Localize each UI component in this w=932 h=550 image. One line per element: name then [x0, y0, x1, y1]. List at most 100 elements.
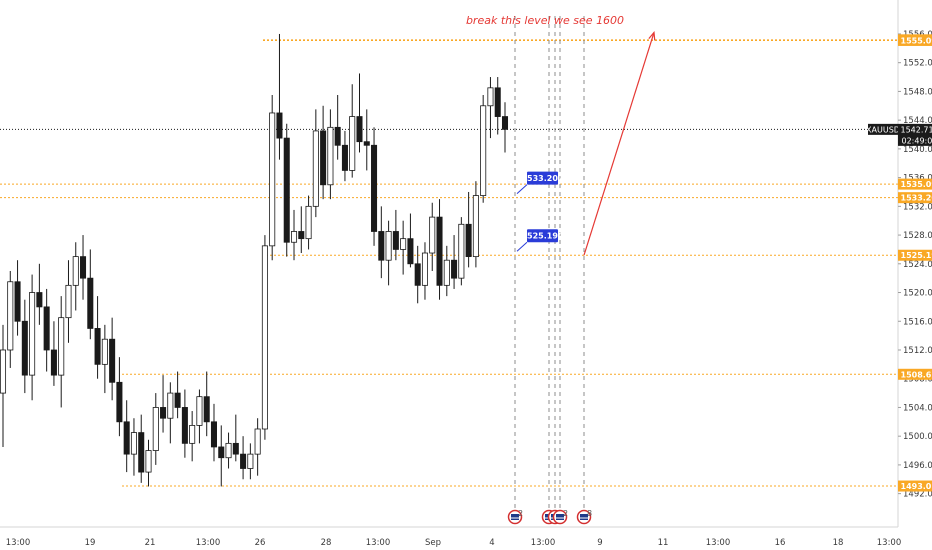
price-tick-label: 1516.000 [903, 317, 932, 327]
candle [501, 102, 509, 153]
candle [101, 324, 108, 394]
candles [0, 33, 509, 487]
candle-body [189, 425, 196, 444]
candle [189, 411, 196, 462]
candle-body [43, 306, 50, 351]
candle-body [0, 349, 7, 394]
candle [94, 296, 101, 379]
candle-body [298, 231, 305, 240]
candle-body [94, 328, 101, 365]
candle-body [421, 252, 428, 286]
candle [21, 299, 28, 394]
candle-body [29, 292, 36, 376]
candle-body [494, 87, 501, 117]
candle [298, 206, 305, 254]
candle [254, 418, 261, 476]
candle [400, 220, 407, 275]
candle [378, 206, 385, 279]
candle [130, 418, 137, 476]
candle-body [196, 396, 203, 426]
candle-body [87, 277, 94, 329]
candle-body [320, 130, 327, 186]
candle-body [167, 392, 174, 419]
callout-label: 1525.190 [521, 232, 563, 241]
candle [472, 181, 479, 268]
price-tick-label: 1532.000 [903, 202, 932, 212]
price-callout: 1525.190 [516, 229, 564, 252]
price-level-label: 1508.617 [901, 370, 932, 379]
candle [334, 95, 341, 160]
candle [363, 109, 370, 171]
candle [305, 195, 312, 250]
candle-body [290, 231, 298, 243]
candle-body [232, 442, 239, 455]
candle-body [436, 216, 443, 286]
candle [87, 249, 94, 340]
candle [232, 414, 239, 462]
price-level-tag: 1555.096 [898, 34, 932, 46]
candle [203, 371, 210, 437]
vertical-dashed-lines [514, 16, 585, 508]
candle-body [356, 116, 363, 143]
time-tick-label: 13:00 [196, 538, 221, 548]
candle-body [443, 259, 450, 286]
current-price-tag: 1542.716 02:49:03 [898, 123, 932, 146]
price-level-label: 1555.096 [901, 36, 932, 45]
candle-body [472, 195, 479, 258]
candle [385, 220, 392, 286]
candle-body [451, 259, 458, 279]
candle [327, 109, 334, 200]
candle-body [327, 126, 334, 186]
time-tick-label: 13:00 [706, 538, 731, 548]
candle-body [465, 223, 472, 258]
candle [210, 403, 218, 462]
time-tick-label: 13:00 [531, 538, 556, 548]
candle [407, 213, 414, 268]
candle-body [349, 116, 356, 171]
candle-body [225, 442, 232, 459]
candle-body [276, 112, 283, 139]
candle [458, 217, 465, 286]
time-axis: 13:00 19 21 13:00 26 28 13:00 Sep 4 13:00 9 11 13:00… [6, 538, 902, 548]
callout-label: 1533.207 [521, 174, 563, 183]
candle-body [145, 450, 152, 473]
price-callout: 1533.207 [516, 171, 564, 195]
time-tick-label: 13:00 [366, 538, 391, 548]
candle [247, 443, 254, 480]
price-tick-label: 1524.000 [903, 260, 932, 270]
candle [36, 263, 43, 325]
price-tick-label: 1496.000 [903, 461, 932, 471]
candle [371, 127, 378, 246]
time-tick-label: 28 [321, 538, 332, 548]
time-tick-label: Sep [425, 538, 441, 548]
candle-body [130, 432, 137, 455]
candle [269, 95, 276, 261]
candle-body [181, 407, 188, 444]
symbol-label: XAUUSD [866, 125, 900, 134]
candle-body [385, 231, 392, 261]
candle-body [254, 428, 261, 455]
candle-body [152, 407, 159, 451]
price-level-tag: 1533.207 [898, 192, 932, 204]
price-tick-label: 1504.000 [903, 403, 932, 413]
price-level-tag: 1508.617 [898, 368, 932, 380]
event-marker-icon: 2 [507, 509, 523, 525]
candle-body [50, 349, 57, 376]
candle [283, 123, 290, 257]
candle [138, 414, 145, 483]
event-count-label: 8 [587, 509, 592, 518]
price-tick-label: 1528.000 [903, 231, 932, 241]
candle [0, 324, 7, 447]
time-tick-label: 13:00 [877, 538, 902, 548]
candle [14, 260, 21, 336]
time-tick-label: 4 [489, 538, 494, 548]
time-tick-label: 9 [597, 538, 602, 548]
price-axis: 1492.0001496.0001500.0001504.0001508.000… [866, 30, 932, 500]
horizontal-levels [0, 39, 898, 487]
price-tick-label: 1540.000 [903, 145, 932, 155]
candle [290, 209, 298, 261]
event-count-label: 2 [563, 509, 568, 518]
candle-body [378, 231, 385, 261]
candle-body [501, 116, 509, 130]
